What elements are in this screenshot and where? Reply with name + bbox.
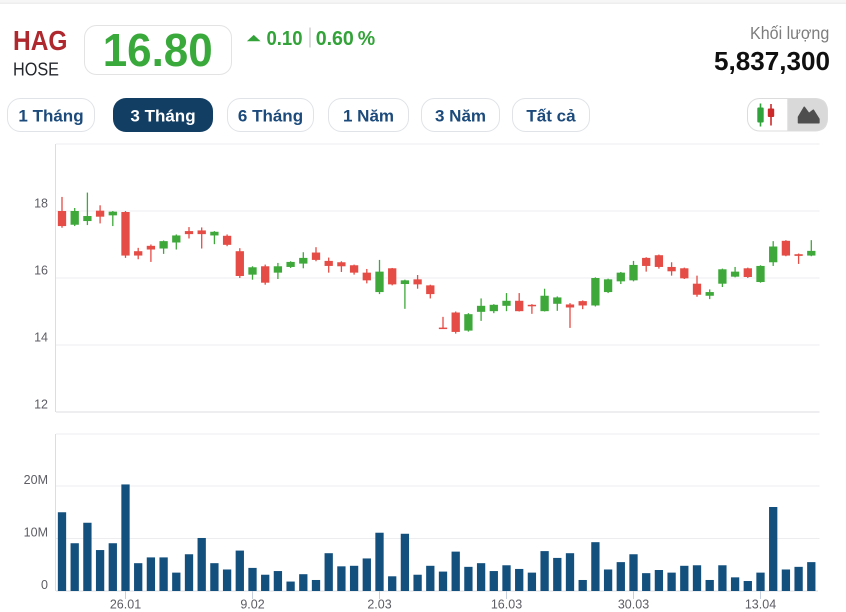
svg-text:26.01: 26.01 xyxy=(110,598,141,612)
svg-text:16.80: 16.80 xyxy=(103,24,213,76)
svg-text:Tất cả: Tất cả xyxy=(526,107,576,126)
svg-text:0.60 %: 0.60 % xyxy=(316,28,376,50)
svg-text:3 Tháng: 3 Tháng xyxy=(130,107,195,126)
svg-text:9.02: 9.02 xyxy=(240,598,264,612)
svg-text:6 Tháng: 6 Tháng xyxy=(238,107,303,126)
svg-text:0: 0 xyxy=(41,578,48,592)
svg-text:HOSE: HOSE xyxy=(13,60,59,80)
svg-text:5,837,300: 5,837,300 xyxy=(714,46,830,76)
svg-text:3 Năm: 3 Năm xyxy=(435,107,486,126)
svg-text:20M: 20M xyxy=(24,473,48,487)
svg-text:16.03: 16.03 xyxy=(491,598,522,612)
svg-text:13.04: 13.04 xyxy=(745,598,776,612)
svg-text:14: 14 xyxy=(34,331,48,345)
svg-text:16: 16 xyxy=(34,264,48,278)
svg-text:12: 12 xyxy=(34,398,48,412)
svg-text:30.03: 30.03 xyxy=(618,598,649,612)
svg-text:2.03: 2.03 xyxy=(367,598,391,612)
svg-text:Khối lượng: Khối lượng xyxy=(750,23,829,43)
svg-text:HAG: HAG xyxy=(13,25,68,56)
svg-text:1 Năm: 1 Năm xyxy=(343,107,394,126)
svg-text:0.10: 0.10 xyxy=(267,28,303,50)
svg-text:10M: 10M xyxy=(24,526,48,540)
svg-text:18: 18 xyxy=(34,197,48,211)
svg-text:1 Tháng: 1 Tháng xyxy=(18,107,83,126)
